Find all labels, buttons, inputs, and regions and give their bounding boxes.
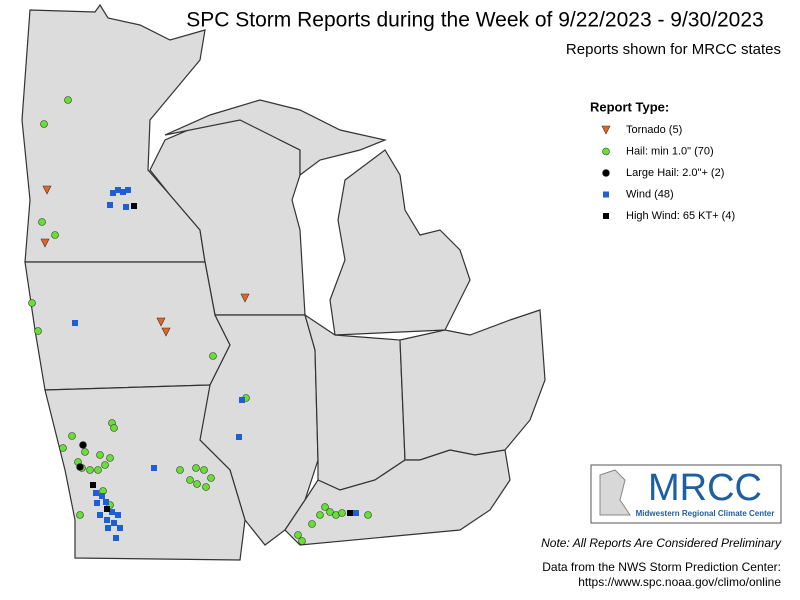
- report-marker: [321, 503, 329, 511]
- michigan-lp: [329, 149, 471, 336]
- report-marker: [347, 510, 353, 516]
- report-marker: [68, 432, 76, 440]
- report-marker: [120, 189, 126, 195]
- report-marker: [125, 187, 131, 193]
- report-marker: [161, 327, 171, 337]
- report-marker: [96, 451, 104, 459]
- legend-symbol: [601, 125, 611, 135]
- report-marker: [94, 500, 100, 506]
- legend-symbol: [602, 147, 610, 156]
- report-marker: [193, 480, 201, 488]
- report-marker: [40, 120, 48, 128]
- logo-icon: [599, 469, 631, 516]
- report-marker: [200, 466, 208, 474]
- ohio: [399, 309, 546, 461]
- missouri: [44, 384, 246, 561]
- legend-label: Large Hail: 2.0"+ (2): [626, 167, 724, 179]
- report-marker: [236, 434, 242, 440]
- indiana: [303, 313, 406, 491]
- report-marker: [94, 466, 102, 474]
- report-marker: [76, 463, 84, 471]
- logo-subtitle: Midwestern Regional Climate Center: [636, 509, 775, 518]
- report-marker: [101, 461, 109, 469]
- report-marker: [42, 185, 52, 195]
- report-marker: [294, 531, 302, 539]
- report-marker: [110, 424, 118, 432]
- legend-title: Report Type:: [590, 99, 669, 114]
- report-marker: [97, 512, 103, 518]
- minnesota: [21, 3, 206, 263]
- report-marker: [353, 510, 359, 516]
- report-marker: [51, 231, 59, 239]
- report-marker: [99, 493, 105, 499]
- report-marker: [59, 444, 67, 452]
- report-marker: [104, 517, 110, 523]
- michigan-up: [164, 99, 388, 177]
- report-marker: [104, 506, 110, 512]
- report-marker: [40, 238, 50, 248]
- report-marker: [207, 474, 215, 482]
- iowa: [24, 261, 231, 391]
- report-marker: [308, 520, 316, 528]
- reports: [28, 96, 372, 545]
- report-marker: [115, 187, 121, 193]
- report-marker: [209, 352, 217, 360]
- legend-label: Tornado (5): [626, 124, 682, 136]
- report-marker: [34, 327, 42, 335]
- report-marker: [109, 509, 115, 515]
- report-marker: [106, 454, 114, 462]
- legend-symbol: [602, 169, 610, 177]
- report-marker: [151, 465, 157, 471]
- source: Data from the NWS Storm Prediction Cente…: [542, 560, 781, 574]
- report-marker: [115, 512, 121, 518]
- report-marker: [326, 508, 334, 516]
- report-marker: [103, 499, 109, 505]
- report-marker: [316, 511, 324, 519]
- report-marker: [81, 448, 89, 456]
- report-marker: [113, 535, 119, 541]
- report-marker: [107, 202, 113, 208]
- report-marker: [86, 466, 94, 474]
- report-marker: [131, 203, 137, 209]
- report-marker: [186, 476, 194, 484]
- report-marker: [338, 509, 346, 517]
- report-marker: [298, 537, 306, 545]
- states: [21, 3, 546, 561]
- legend-symbol: [603, 191, 609, 198]
- legend: Tornado (5) Hail: min 1.0" (70) Large Hail…: [601, 124, 735, 222]
- report-marker: [64, 96, 72, 104]
- report-marker: [90, 482, 96, 488]
- report-marker: [123, 204, 129, 210]
- title: SPC Storm Reports during the Week of 9/2…: [186, 9, 763, 32]
- legend-label: Hail: min 1.0" (70): [626, 145, 714, 157]
- report-marker: [111, 520, 117, 526]
- report-marker: [110, 190, 116, 196]
- report-marker: [72, 320, 78, 326]
- report-marker: [117, 525, 123, 531]
- report-marker: [105, 525, 111, 531]
- report-marker: [38, 218, 46, 226]
- report-marker: [364, 511, 372, 519]
- report-marker: [76, 511, 84, 519]
- report-marker: [176, 466, 184, 474]
- report-marker: [192, 464, 200, 472]
- legend-label: High Wind: 65 KT+ (4): [626, 210, 735, 222]
- source-url: https://www.spc.noaa.gov/climo/online: [578, 575, 781, 589]
- report-marker: [28, 299, 36, 307]
- note: Note: All Reports Are Considered Prelimi…: [541, 536, 782, 550]
- report-marker: [156, 317, 166, 327]
- logo-name: MRCC: [648, 467, 762, 509]
- legend-symbol: [603, 213, 609, 219]
- report-marker: [202, 483, 210, 491]
- subtitle: Reports shown for MRCC states: [566, 41, 781, 58]
- logo: MRCC Midwestern Regional Climate Center: [590, 464, 782, 524]
- report-marker: [240, 293, 250, 303]
- report-marker: [93, 490, 99, 496]
- legend-label: Wind (48): [626, 188, 674, 200]
- report-marker: [79, 441, 87, 449]
- report-marker: [239, 397, 245, 403]
- kentucky: [284, 449, 511, 546]
